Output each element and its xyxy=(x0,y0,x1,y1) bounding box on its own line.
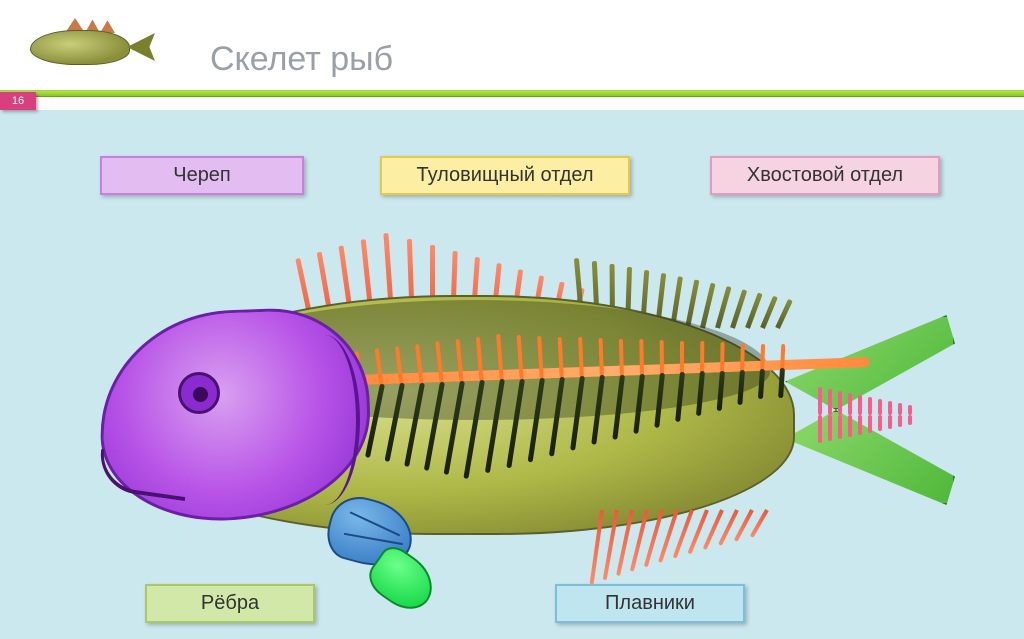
page-title: Скелет рыб xyxy=(210,40,393,79)
fish-thumbnail-icon xyxy=(20,18,160,73)
fish-skeleton-diagram xyxy=(60,200,970,570)
gill-cover-line xyxy=(290,335,360,505)
eye-icon xyxy=(178,372,220,414)
label-trunk[interactable]: Туловищный отдел xyxy=(380,156,630,195)
label-skull[interactable]: Череп xyxy=(100,156,304,195)
divider-bar xyxy=(0,90,1024,96)
label-tail[interactable]: Хвостовой отдел xyxy=(710,156,940,195)
page-number-badge: 16 xyxy=(0,92,36,110)
ribs-group xyxy=(360,345,880,525)
label-ribs[interactable]: Рёбра xyxy=(145,584,315,623)
